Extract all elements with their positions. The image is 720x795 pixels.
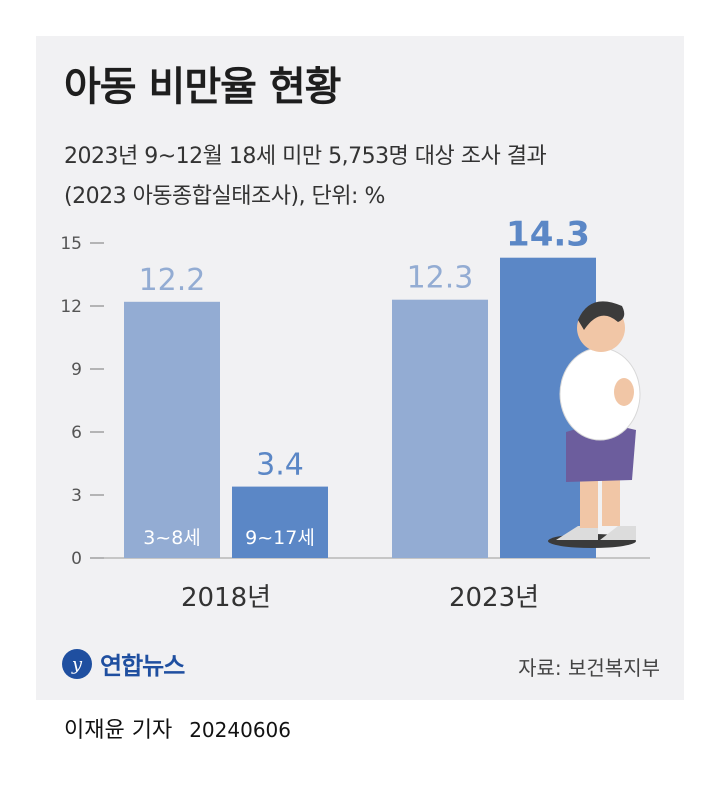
publish-date: 20240606 [189, 718, 291, 742]
child-illustration [548, 301, 641, 548]
category-label: 2018년 [181, 583, 271, 613]
y-tick-label: 3 [71, 486, 82, 506]
y-tick-label: 12 [60, 297, 82, 317]
y-tick-label: 0 [71, 549, 82, 569]
subtitle-line-1: 2023년 9~12월 18세 미만 5,753명 대상 조사 결과 [64, 144, 547, 169]
reporter-name: 이재윤 기자 [64, 718, 173, 743]
y-tick-label: 15 [60, 234, 82, 254]
data-label: 14.3 [506, 215, 590, 255]
bar-0-1 [392, 299, 488, 558]
svg-text:y: y [71, 654, 83, 675]
yonhap-logo-icon: y [62, 648, 92, 679]
logo-text: 연합뉴스 [100, 652, 185, 680]
series-label: 9~17세 [245, 527, 315, 549]
credit-line: 이재윤 기자 20240606 [64, 712, 291, 744]
y-tick-label: 9 [71, 360, 82, 380]
data-label: 3.4 [256, 448, 304, 483]
bar-0-0 [124, 301, 220, 558]
y-tick-label: 6 [71, 423, 82, 443]
page-title: 아동 비만율 현황 [64, 64, 341, 110]
bar-chart: 0 3 6 9 12 15 12.2 3~8세 3.4 9~17세 2018년 12.3 14.3 202… [60, 215, 650, 613]
data-label: 12.2 [139, 263, 206, 298]
source-text: 자료: 보건복지부 [518, 656, 660, 680]
data-label: 12.3 [407, 261, 474, 296]
bar-1-0 [232, 486, 328, 558]
subtitle-line-2: (2023 아동종합실태조사), 단위: % [64, 184, 385, 209]
bars: 12.2 3~8세 3.4 9~17세 2018년 12.3 14.3 2023년 [124, 215, 596, 613]
series-label: 3~8세 [143, 527, 201, 549]
category-label: 2023년 [449, 583, 539, 613]
logo: y 연합뉴스 [60, 646, 185, 681]
